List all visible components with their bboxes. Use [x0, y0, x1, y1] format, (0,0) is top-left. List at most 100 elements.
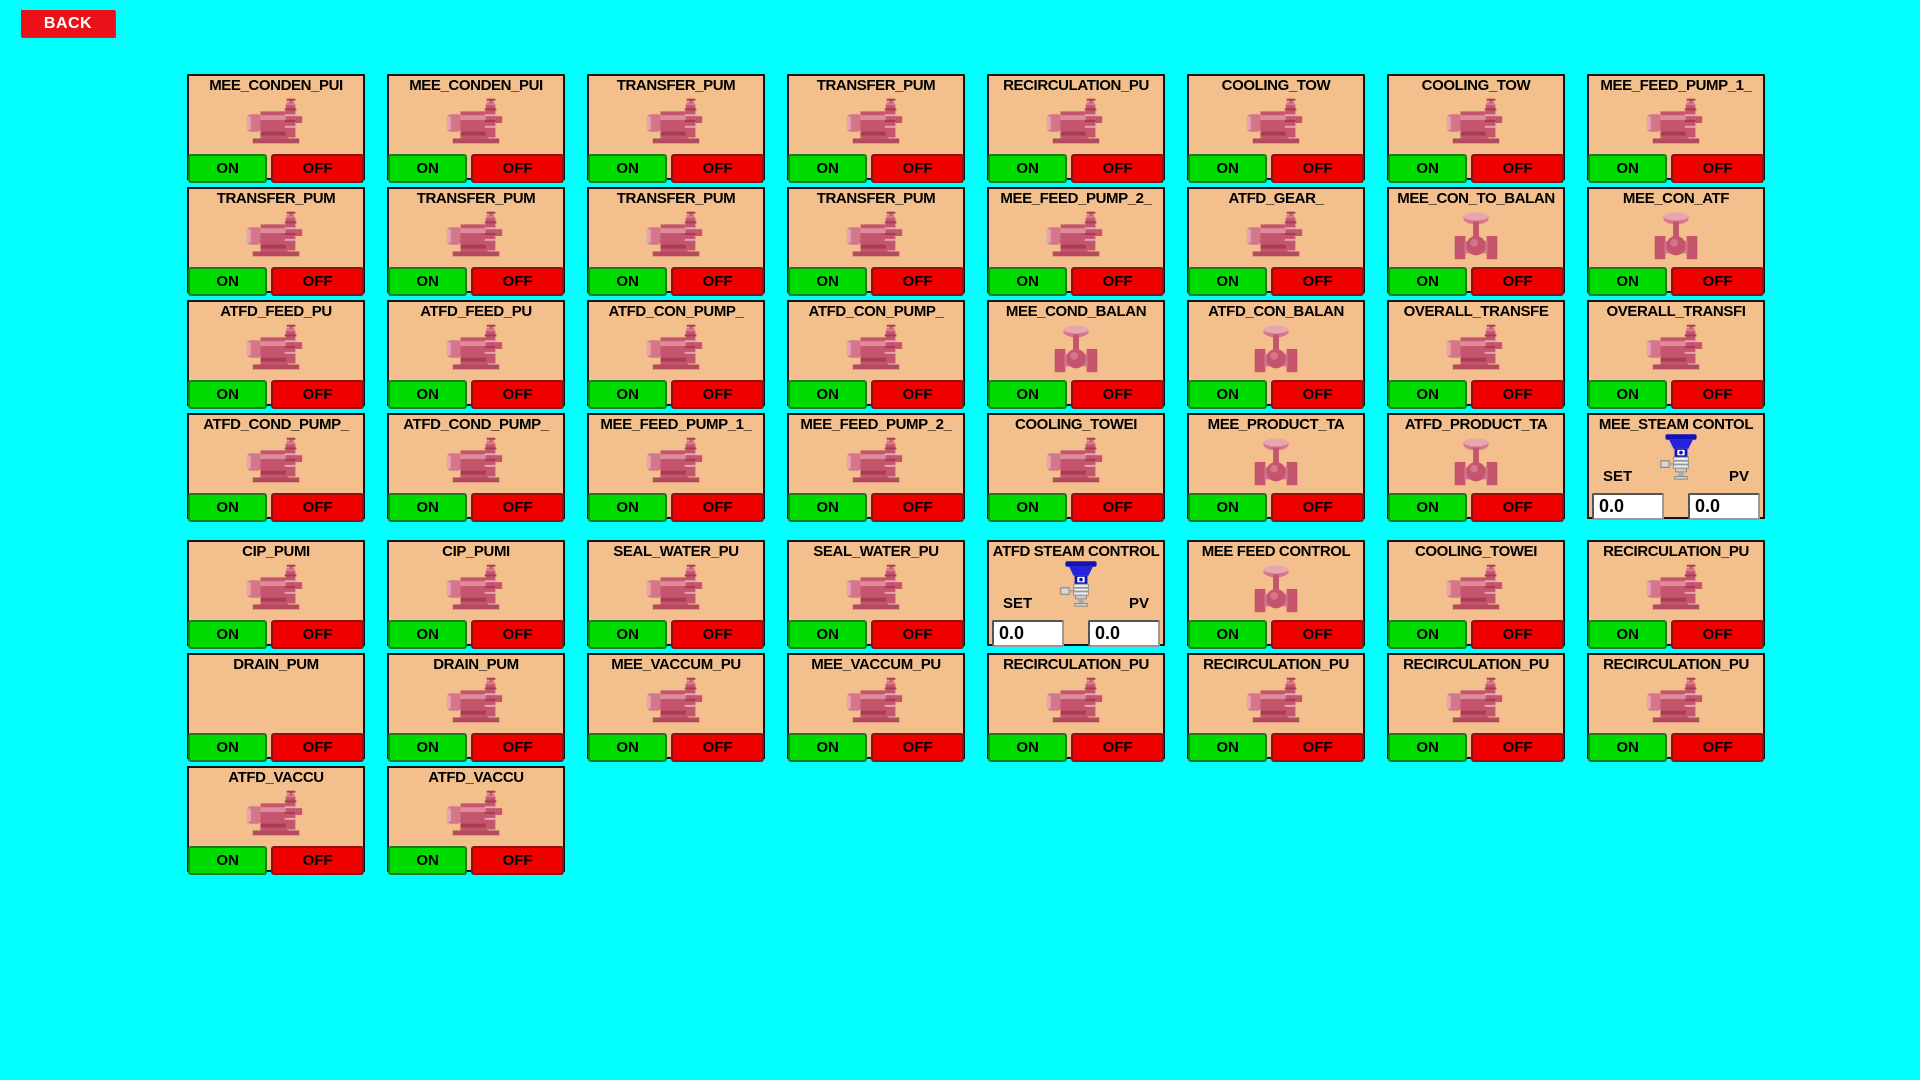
off-button[interactable]: OFF [1471, 620, 1564, 649]
on-button[interactable]: ON [388, 620, 468, 649]
on-button[interactable]: ON [188, 620, 268, 649]
off-button[interactable]: OFF [1071, 267, 1164, 296]
off-button[interactable]: OFF [671, 154, 764, 183]
off-button[interactable]: OFF [271, 380, 364, 409]
off-button[interactable]: OFF [871, 620, 964, 649]
off-button[interactable]: OFF [271, 154, 364, 183]
off-button[interactable]: OFF [1671, 267, 1764, 296]
on-button[interactable]: ON [1188, 620, 1268, 649]
on-button[interactable]: ON [188, 380, 268, 409]
off-button[interactable]: OFF [1471, 493, 1564, 522]
off-button[interactable]: OFF [1271, 267, 1364, 296]
on-button[interactable]: ON [1588, 620, 1668, 649]
on-button[interactable]: ON [1388, 493, 1468, 522]
on-button[interactable]: ON [1388, 154, 1468, 183]
on-button[interactable]: ON [988, 733, 1068, 762]
off-button[interactable]: OFF [1671, 380, 1764, 409]
on-button[interactable]: ON [588, 154, 668, 183]
off-button[interactable]: OFF [271, 267, 364, 296]
off-button[interactable]: OFF [471, 620, 564, 649]
off-button[interactable]: OFF [871, 267, 964, 296]
off-button[interactable]: OFF [871, 733, 964, 762]
on-button[interactable]: ON [1388, 267, 1468, 296]
on-button[interactable]: ON [1188, 267, 1268, 296]
on-button[interactable]: ON [1588, 380, 1668, 409]
off-button[interactable]: OFF [671, 733, 764, 762]
on-button[interactable]: ON [188, 733, 268, 762]
on-button[interactable]: ON [788, 733, 868, 762]
off-button[interactable]: OFF [1071, 154, 1164, 183]
off-button[interactable]: OFF [1271, 733, 1364, 762]
on-button[interactable]: ON [1588, 733, 1668, 762]
off-button[interactable]: OFF [1671, 620, 1764, 649]
off-button[interactable]: OFF [1271, 380, 1364, 409]
on-button[interactable]: ON [588, 380, 668, 409]
on-button[interactable]: ON [188, 154, 268, 183]
on-button[interactable]: ON [1188, 380, 1268, 409]
off-button[interactable]: OFF [1471, 380, 1564, 409]
on-button[interactable]: ON [1188, 493, 1268, 522]
off-button[interactable]: OFF [871, 380, 964, 409]
on-button[interactable]: ON [388, 267, 468, 296]
equipment-title: TRANSFER_PUM [816, 77, 936, 94]
off-button[interactable]: OFF [1671, 733, 1764, 762]
off-button[interactable]: OFF [671, 493, 764, 522]
off-button[interactable]: OFF [1471, 267, 1564, 296]
off-button[interactable]: OFF [271, 620, 364, 649]
off-button[interactable]: OFF [471, 267, 564, 296]
off-button[interactable]: OFF [1071, 493, 1164, 522]
on-button[interactable]: ON [788, 267, 868, 296]
off-button[interactable]: OFF [871, 154, 964, 183]
on-button[interactable]: ON [788, 620, 868, 649]
off-button[interactable]: OFF [1271, 493, 1364, 522]
on-button[interactable]: ON [588, 267, 668, 296]
on-button[interactable]: ON [1388, 620, 1468, 649]
off-button[interactable]: OFF [271, 733, 364, 762]
off-button[interactable]: OFF [871, 493, 964, 522]
off-button[interactable]: OFF [271, 493, 364, 522]
on-button[interactable]: ON [388, 733, 468, 762]
off-button[interactable]: OFF [1071, 380, 1164, 409]
off-button[interactable]: OFF [471, 493, 564, 522]
on-button[interactable]: ON [588, 733, 668, 762]
on-button[interactable]: ON [188, 846, 268, 875]
off-button[interactable]: OFF [671, 380, 764, 409]
off-button[interactable]: OFF [471, 733, 564, 762]
on-button[interactable]: ON [388, 380, 468, 409]
on-button[interactable]: ON [788, 154, 868, 183]
off-button[interactable]: OFF [471, 380, 564, 409]
on-button[interactable]: ON [1388, 380, 1468, 409]
on-button[interactable]: ON [1188, 733, 1268, 762]
set-value-input[interactable]: 0.0 [992, 620, 1064, 647]
on-button[interactable]: ON [988, 380, 1068, 409]
on-button[interactable]: ON [588, 493, 668, 522]
back-button[interactable]: BACK [21, 10, 115, 37]
off-button[interactable]: OFF [671, 620, 764, 649]
off-button[interactable]: OFF [1671, 154, 1764, 183]
on-button[interactable]: ON [588, 620, 668, 649]
on-button[interactable]: ON [988, 267, 1068, 296]
off-button[interactable]: OFF [1471, 733, 1564, 762]
on-button[interactable]: ON [788, 493, 868, 522]
on-button[interactable]: ON [788, 380, 868, 409]
on-button[interactable]: ON [1588, 154, 1668, 183]
on-button[interactable]: ON [1588, 267, 1668, 296]
off-button[interactable]: OFF [271, 846, 364, 875]
on-button[interactable]: ON [388, 154, 468, 183]
off-button[interactable]: OFF [1271, 154, 1364, 183]
on-button[interactable]: ON [188, 267, 268, 296]
off-button[interactable]: OFF [1271, 620, 1364, 649]
set-value-input[interactable]: 0.0 [1592, 493, 1664, 520]
on-button[interactable]: ON [988, 154, 1068, 183]
on-button[interactable]: ON [988, 493, 1068, 522]
off-button[interactable]: OFF [471, 154, 564, 183]
off-button[interactable]: OFF [671, 267, 764, 296]
on-button[interactable]: ON [388, 493, 468, 522]
on-button[interactable]: ON [388, 846, 468, 875]
on-button[interactable]: ON [1188, 154, 1268, 183]
off-button[interactable]: OFF [1471, 154, 1564, 183]
on-button[interactable]: ON [188, 493, 268, 522]
off-button[interactable]: OFF [471, 846, 564, 875]
on-button[interactable]: ON [1388, 733, 1468, 762]
off-button[interactable]: OFF [1071, 733, 1164, 762]
